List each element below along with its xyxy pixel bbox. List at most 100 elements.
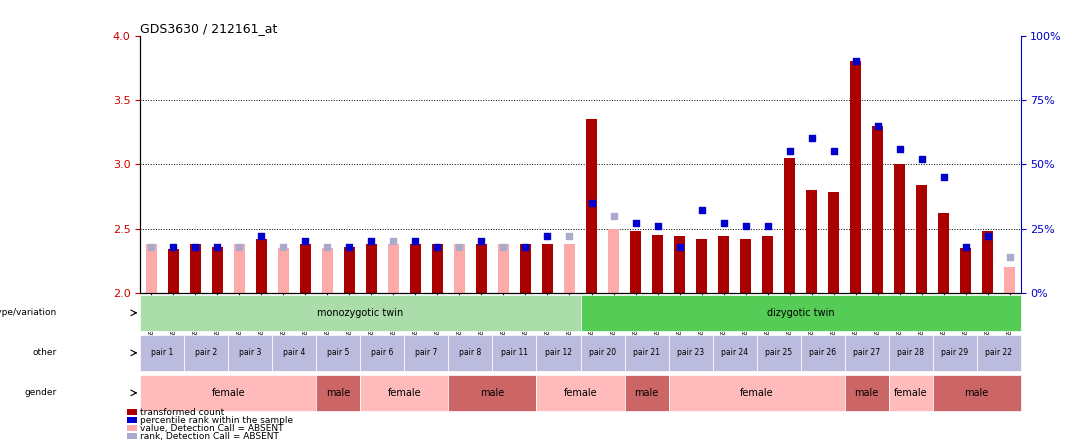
Text: pair 7: pair 7 bbox=[416, 349, 437, 357]
Point bbox=[891, 145, 908, 152]
Bar bbox=[889, 335, 932, 371]
Point bbox=[319, 243, 336, 250]
Bar bbox=[624, 375, 669, 411]
Bar bbox=[366, 244, 377, 293]
Bar bbox=[564, 244, 575, 293]
Text: pair 29: pair 29 bbox=[941, 349, 968, 357]
Bar bbox=[537, 375, 624, 411]
Text: dizygotic twin: dizygotic twin bbox=[767, 308, 835, 318]
Point bbox=[715, 220, 732, 227]
Bar bbox=[519, 244, 531, 293]
Bar bbox=[278, 248, 289, 293]
Point bbox=[671, 243, 688, 250]
Bar bbox=[850, 61, 861, 293]
Text: female: female bbox=[564, 388, 597, 398]
Bar bbox=[454, 244, 465, 293]
Point bbox=[341, 243, 359, 250]
Bar bbox=[272, 335, 316, 371]
Bar bbox=[140, 375, 316, 411]
Point bbox=[297, 238, 314, 245]
Bar bbox=[674, 236, 685, 293]
Bar bbox=[316, 335, 361, 371]
Point bbox=[208, 243, 226, 250]
Text: female: female bbox=[894, 388, 928, 398]
Text: pair 3: pair 3 bbox=[240, 349, 261, 357]
Point bbox=[869, 122, 887, 129]
Text: transformed count: transformed count bbox=[140, 408, 225, 416]
Text: female: female bbox=[740, 388, 773, 398]
Text: pair 21: pair 21 bbox=[633, 349, 660, 357]
Point bbox=[473, 238, 490, 245]
Point bbox=[429, 243, 446, 250]
Point bbox=[957, 243, 974, 250]
Text: gender: gender bbox=[25, 388, 57, 397]
Text: pair 24: pair 24 bbox=[721, 349, 748, 357]
Point bbox=[693, 207, 711, 214]
Bar bbox=[234, 244, 245, 293]
Bar bbox=[140, 335, 185, 371]
Bar bbox=[498, 244, 509, 293]
Point bbox=[539, 233, 556, 240]
Point bbox=[935, 174, 953, 181]
Bar bbox=[982, 231, 994, 293]
Bar bbox=[630, 231, 642, 293]
Point bbox=[517, 243, 535, 250]
Point bbox=[605, 212, 622, 219]
Bar bbox=[845, 375, 889, 411]
Bar bbox=[432, 244, 443, 293]
Point bbox=[978, 233, 996, 240]
Point bbox=[781, 148, 798, 155]
Text: male: male bbox=[481, 388, 504, 398]
Text: female: female bbox=[212, 388, 245, 398]
Bar bbox=[405, 335, 448, 371]
Bar bbox=[916, 185, 927, 293]
Text: pair 6: pair 6 bbox=[372, 349, 393, 357]
Bar bbox=[146, 244, 157, 293]
Text: female: female bbox=[388, 388, 421, 398]
Bar bbox=[190, 244, 201, 293]
Text: pair 5: pair 5 bbox=[327, 349, 350, 357]
Bar bbox=[740, 239, 751, 293]
Bar bbox=[872, 126, 883, 293]
Bar bbox=[669, 335, 713, 371]
Text: other: other bbox=[32, 349, 57, 357]
Text: genotype/variation: genotype/variation bbox=[0, 308, 57, 317]
Text: pair 22: pair 22 bbox=[985, 349, 1012, 357]
Bar bbox=[361, 375, 448, 411]
Text: pair 1: pair 1 bbox=[151, 349, 174, 357]
Text: pair 25: pair 25 bbox=[765, 349, 792, 357]
Text: pair 27: pair 27 bbox=[853, 349, 880, 357]
Point bbox=[143, 243, 160, 250]
Bar bbox=[932, 375, 1021, 411]
Bar bbox=[581, 335, 624, 371]
Text: male: male bbox=[634, 388, 659, 398]
Bar bbox=[806, 190, 818, 293]
Text: male: male bbox=[854, 388, 879, 398]
Bar bbox=[845, 335, 889, 371]
Point bbox=[363, 238, 380, 245]
Point bbox=[187, 243, 204, 250]
Bar bbox=[696, 239, 707, 293]
Bar bbox=[361, 335, 404, 371]
Point bbox=[231, 243, 248, 250]
Point bbox=[495, 243, 512, 250]
Bar bbox=[542, 244, 553, 293]
Bar bbox=[140, 295, 581, 331]
Bar bbox=[976, 335, 1021, 371]
Bar bbox=[784, 158, 795, 293]
Point bbox=[649, 222, 666, 230]
Point bbox=[1001, 253, 1018, 260]
Text: pair 23: pair 23 bbox=[677, 349, 704, 357]
Bar bbox=[343, 246, 355, 293]
Point bbox=[802, 135, 820, 142]
Bar bbox=[476, 244, 487, 293]
Bar bbox=[256, 239, 267, 293]
Text: pair 28: pair 28 bbox=[897, 349, 924, 357]
Bar bbox=[800, 335, 845, 371]
Bar bbox=[300, 244, 311, 293]
Bar bbox=[586, 119, 597, 293]
Bar bbox=[652, 235, 663, 293]
Bar bbox=[322, 248, 333, 293]
Bar bbox=[410, 244, 421, 293]
Text: pair 12: pair 12 bbox=[545, 349, 572, 357]
